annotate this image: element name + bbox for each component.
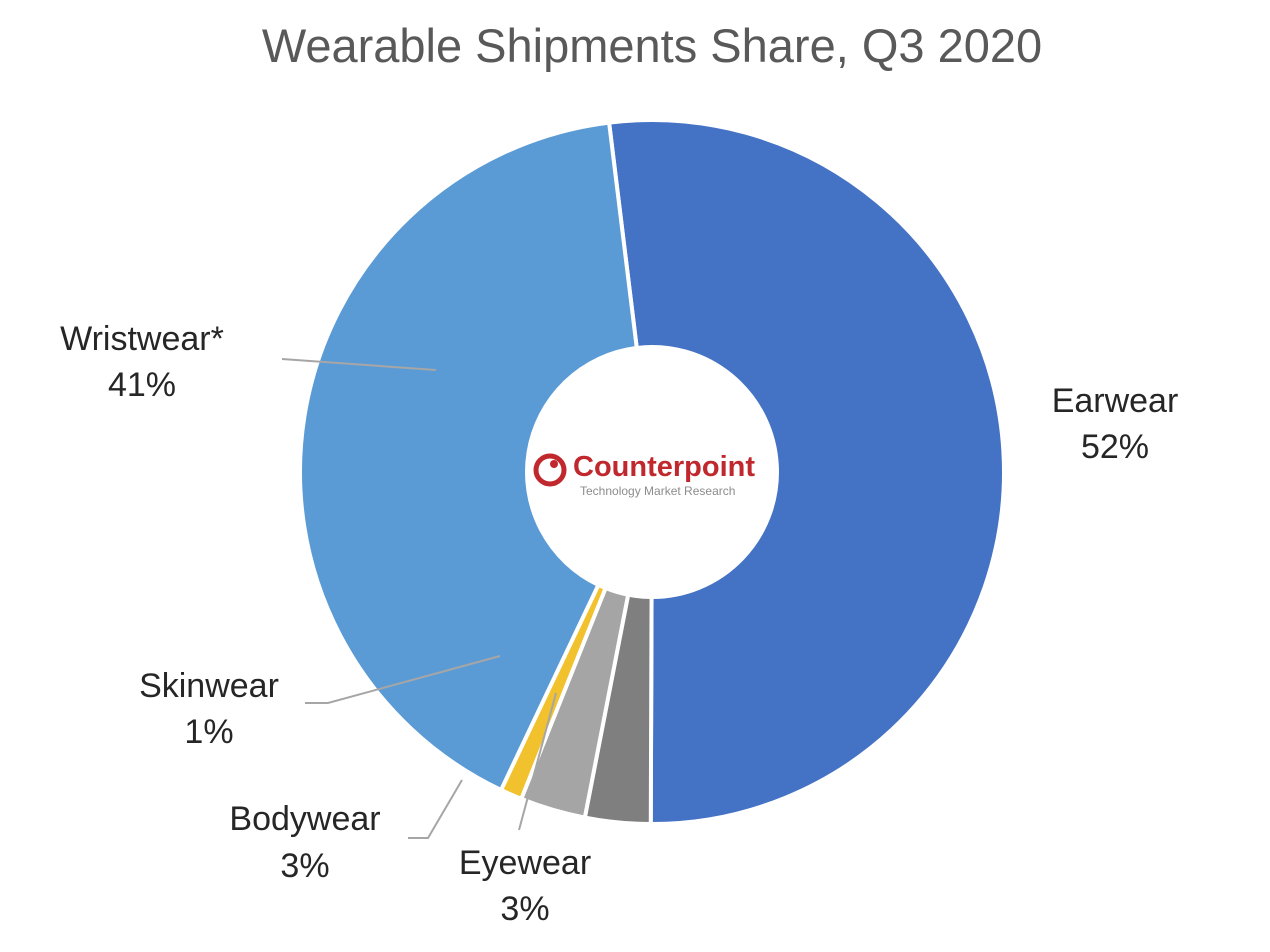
logo-tagline: Technology Market Research (580, 484, 735, 498)
donut-slices (298, 118, 1006, 827)
logo-dot-icon (550, 460, 558, 468)
slice-wristwear (298, 120, 639, 793)
label-wristwear-name: Wristwear* (60, 320, 224, 358)
leader-line-skinwear (305, 655, 501, 704)
label-earwear-value: 52% (1081, 428, 1149, 466)
label-eyewear-name: Eyewear (459, 844, 591, 882)
label-skinwear-value: 1% (184, 713, 233, 751)
label-skinwear-name: Skinwear (139, 667, 279, 705)
logo-name: Counterpoint (573, 451, 755, 483)
label-bodywear-value: 3% (280, 847, 329, 885)
label-bodywear-name: Bodywear (229, 800, 380, 838)
logo-ring-icon (533, 453, 567, 487)
leader-line-bodywear (408, 779, 463, 839)
chart-title: Wearable Shipments Share, Q3 2020 (262, 19, 1042, 72)
counterpoint-logo: Counterpoint Technology Market Research (533, 451, 755, 498)
label-wristwear-value: 41% (108, 366, 176, 404)
leader-line-eyewear (518, 692, 557, 831)
slice-earwear (606, 118, 1006, 827)
label-earwear-name: Earwear (1052, 382, 1179, 420)
label-eyewear-value: 3% (500, 890, 549, 928)
leader-line-wristwear (281, 358, 437, 371)
